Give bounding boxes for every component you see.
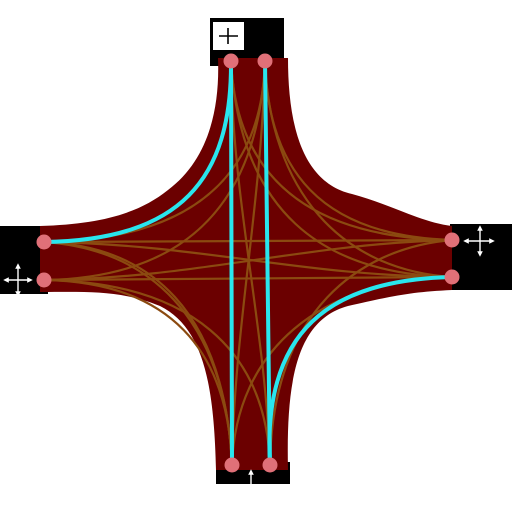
- lane-west-top-to-east-top: [43, 238, 453, 244]
- route-north-right-to-south-right: [263, 59, 272, 467]
- lane-south-right-to-west-bottom: [43, 278, 272, 466]
- node-south-right[interactable]: [262, 457, 278, 473]
- lane-north-right-to-west-bottom: [43, 60, 267, 282]
- node-north-right[interactable]: [257, 53, 273, 69]
- node-south-left[interactable]: [224, 457, 240, 473]
- lane-north-right-to-south-left: [230, 60, 267, 466]
- lane-west-bottom-to-east-bottom: [43, 275, 453, 282]
- route-north-left-to-south-left: [228, 59, 234, 467]
- node-east-top[interactable]: [444, 232, 460, 248]
- direction-marker-west: [3, 263, 33, 297]
- route-north-left-to-west-top: [42, 59, 234, 244]
- direction-marker-north: [212, 21, 245, 51]
- node-west-top[interactable]: [36, 234, 52, 250]
- node-east-bottom[interactable]: [444, 269, 460, 285]
- route-east-bottom-to-south-right: [267, 275, 454, 467]
- lane-south-right-to-east-top: [268, 238, 453, 466]
- lane-east-bottom-to-north-right: [263, 60, 453, 279]
- node-west-bottom[interactable]: [36, 272, 52, 288]
- direction-marker-east: [463, 225, 495, 257]
- junction-area: [40, 58, 452, 470]
- east-road-arm: [450, 224, 512, 290]
- lane-nodes: [36, 53, 460, 473]
- lane-north-left-to-east-bottom: [229, 60, 453, 279]
- highlighted-routes: [42, 59, 454, 467]
- lane-west-top-to-south-left: [43, 240, 234, 466]
- connector-lanes: [43, 60, 453, 466]
- node-north-left[interactable]: [223, 53, 239, 69]
